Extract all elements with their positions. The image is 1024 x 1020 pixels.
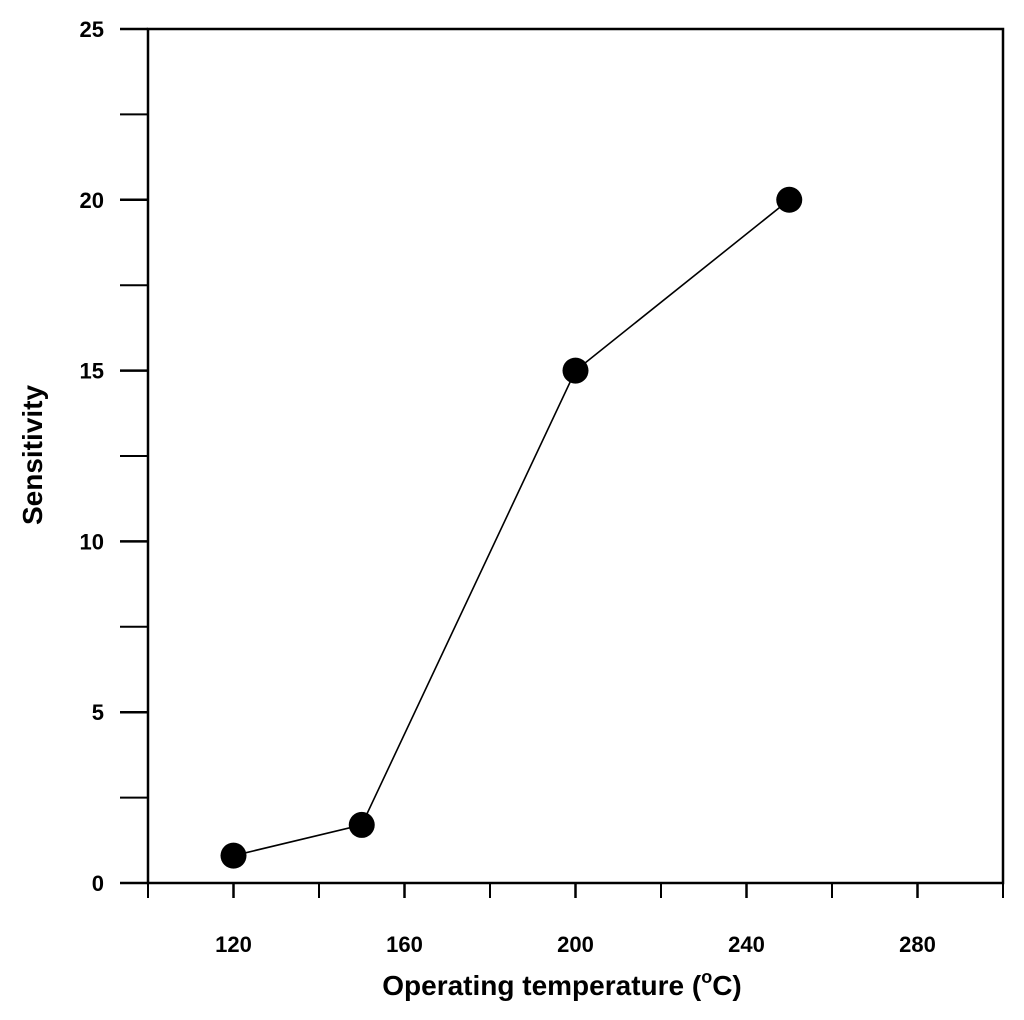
x-axis-title-tail: C) <box>712 970 742 1001</box>
plot-frame <box>146 27 1005 885</box>
data-point <box>562 357 589 384</box>
x-axis-title-main: Operating temperature ( <box>382 970 702 1001</box>
x-tick-label: 120 <box>215 932 252 957</box>
y-tick-label: 20 <box>80 188 104 213</box>
x-axis-title: Operating temperature (oC) <box>382 967 742 1001</box>
data-series <box>220 186 803 869</box>
y-tick-label: 25 <box>80 17 104 42</box>
y-tick-label: 5 <box>92 700 104 725</box>
data-point <box>348 811 375 838</box>
x-tick-label: 240 <box>728 932 765 957</box>
y-tick-label: 15 <box>80 359 104 384</box>
x-axis-title-sup: o <box>701 967 712 987</box>
x-tick-label: 200 <box>557 932 594 957</box>
x-tick-label: 280 <box>899 932 936 957</box>
axis-ticks <box>120 27 1004 898</box>
x-tick-label: 160 <box>386 932 423 957</box>
y-tick-label: 0 <box>92 871 104 896</box>
y-tick-label: 10 <box>80 529 104 554</box>
tick-labels: 0 5 10 15 20 25 120 160 200 240 280 <box>80 17 936 957</box>
plot-border <box>146 27 1005 885</box>
series-line <box>233 199 790 857</box>
y-axis-title: Sensitivity <box>17 385 48 525</box>
data-point <box>220 842 247 869</box>
data-point <box>776 186 803 213</box>
